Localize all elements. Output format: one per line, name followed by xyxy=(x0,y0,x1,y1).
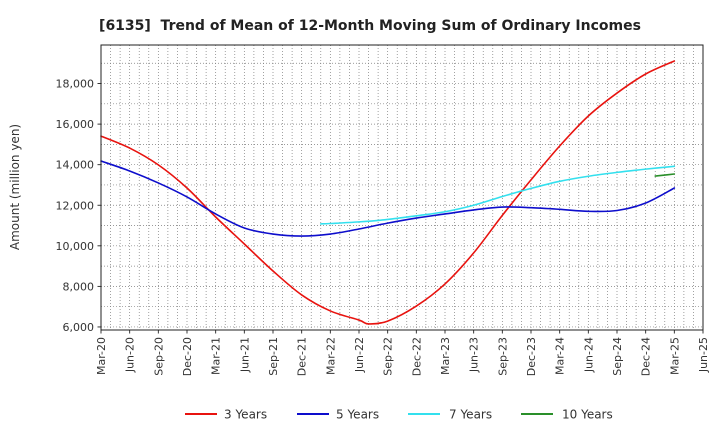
y-tick-label: 12,000 xyxy=(56,199,95,212)
y-tick-label: 8,000 xyxy=(63,280,95,293)
y-tick-label: 10,000 xyxy=(56,240,95,253)
legend-item-7-years: 7 Years xyxy=(408,408,492,422)
series-line-7-years xyxy=(319,165,676,225)
x-tick-label: Mar-23 xyxy=(439,337,452,375)
chart-title: [6135] Trend of Mean of 12-Month Moving … xyxy=(99,18,641,34)
plot-frame xyxy=(100,44,704,331)
legend-label: 7 Years xyxy=(449,408,492,422)
y-tick-label: 16,000 xyxy=(56,118,95,131)
x-tick-label: Jun-25 xyxy=(697,337,710,373)
x-tick-label: Jun-23 xyxy=(468,337,481,373)
series-line-5-years xyxy=(100,160,676,237)
legend-item-10-years: 10 Years xyxy=(521,408,613,422)
x-tick-label: Dec-22 xyxy=(410,337,423,376)
grid-vertical xyxy=(100,45,704,330)
x-tick-label: Jun-20 xyxy=(124,337,137,373)
legend-label: 3 Years xyxy=(224,408,267,422)
x-tick-label: Dec-24 xyxy=(640,337,653,376)
x-tick-label: Mar-20 xyxy=(95,337,108,375)
x-tick-label: Sep-21 xyxy=(267,337,280,376)
x-tick-label: Jun-24 xyxy=(582,337,595,373)
x-tick-label: Mar-22 xyxy=(324,337,337,375)
legend-label: 10 Years xyxy=(562,408,613,422)
x-tick-label: Mar-24 xyxy=(554,337,567,375)
x-axis: Mar-20 Jun-20 Sep-20 Dec-20 Mar-21 Jun-21 Sep-… xyxy=(95,330,710,376)
series-line-3-years xyxy=(100,60,676,325)
y-axis: 6,000 8,000 10,000 12,000 14,000 16,000 18,000 xyxy=(56,78,101,334)
legend-item-3-years: 3 Years xyxy=(185,408,267,422)
y-tick-label: 6,000 xyxy=(63,321,95,334)
legend-item-5-years: 5 Years xyxy=(297,408,379,422)
x-tick-label: Mar-21 xyxy=(210,337,223,375)
grid-horizontal xyxy=(101,62,703,328)
x-tick-label: Jun-22 xyxy=(353,337,366,373)
y-tick-label: 18,000 xyxy=(56,78,95,91)
legend: 3 Years 5 Years 7 Years 10 Years xyxy=(185,408,613,422)
legend-label: 5 Years xyxy=(336,408,379,422)
x-tick-label: Dec-23 xyxy=(525,337,538,376)
y-axis-label: Amount (million yen) xyxy=(8,124,22,250)
x-tick-label: Dec-21 xyxy=(296,337,309,376)
x-tick-label: Sep-22 xyxy=(382,337,395,376)
x-tick-label: Jun-21 xyxy=(238,337,251,373)
x-tick-label: Sep-20 xyxy=(152,337,165,376)
x-tick-label: Mar-25 xyxy=(668,337,681,375)
grid xyxy=(100,45,704,330)
y-tick-label: 14,000 xyxy=(56,159,95,172)
x-tick-label: Dec-20 xyxy=(181,337,194,376)
series-lines xyxy=(100,60,676,325)
x-tick-label: Sep-23 xyxy=(496,337,509,376)
series-line-10-years xyxy=(654,173,676,177)
x-tick-label: Sep-24 xyxy=(611,337,624,376)
